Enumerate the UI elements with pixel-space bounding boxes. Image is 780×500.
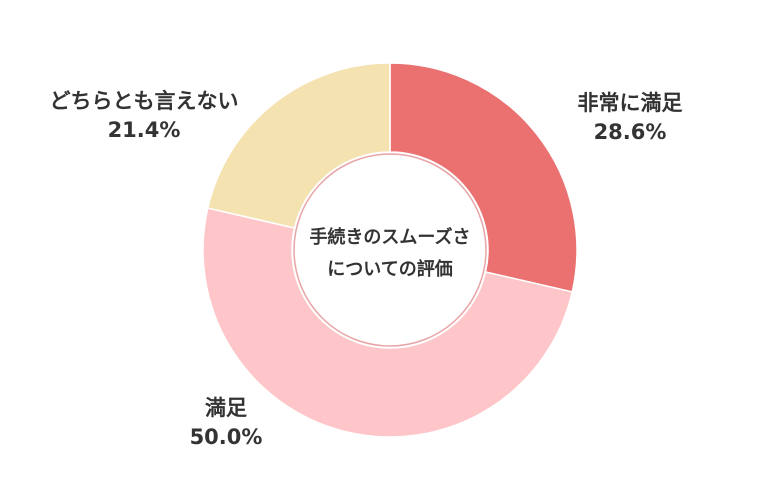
slice-very-satisfied — [389, 62, 578, 293]
center-title-line1: 手続きのスムーズさ — [309, 226, 470, 248]
slice-value-neutral: 21.4% — [108, 118, 181, 142]
slice-value-satisfied: 50.0% — [190, 425, 263, 449]
center-title-line2: についての評価 — [327, 258, 452, 280]
slice-satisfied — [202, 207, 574, 438]
slice-label-very-satisfied: 非常に満足 — [578, 91, 683, 115]
center-hole — [299, 159, 481, 341]
slice-label-satisfied: 満足 — [205, 396, 247, 420]
slice-neutral — [206, 62, 391, 229]
slice-label-neutral: どちらとも言えない — [50, 89, 239, 113]
slices-group — [202, 62, 578, 438]
slice-value-very-satisfied: 28.6% — [594, 120, 667, 144]
